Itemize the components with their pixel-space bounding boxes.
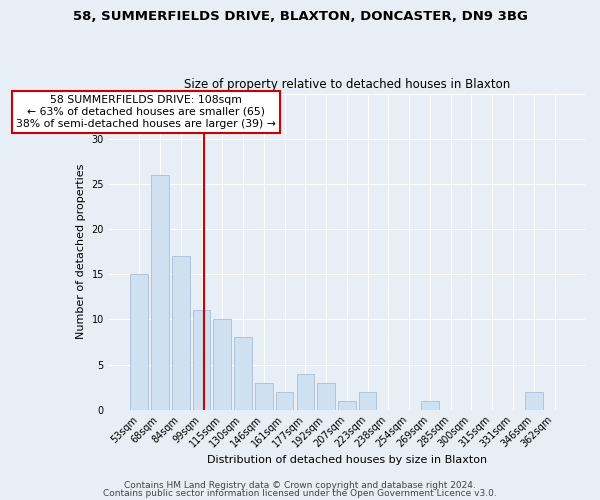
Bar	[338, 400, 356, 409]
Y-axis label: Number of detached properties: Number of detached properties	[76, 164, 86, 340]
Bar	[172, 256, 190, 410]
Title: Size of property relative to detached houses in Blaxton: Size of property relative to detached ho…	[184, 78, 510, 91]
Bar	[130, 274, 148, 409]
Bar	[193, 310, 211, 410]
Bar	[359, 392, 376, 409]
Bar	[421, 400, 439, 409]
Bar	[214, 320, 231, 410]
Bar	[255, 382, 272, 409]
Bar	[525, 392, 542, 409]
Text: Contains HM Land Registry data © Crown copyright and database right 2024.: Contains HM Land Registry data © Crown c…	[124, 481, 476, 490]
Bar	[276, 392, 293, 409]
Bar	[234, 338, 252, 409]
Text: 58 SUMMERFIELDS DRIVE: 108sqm
← 63% of detached houses are smaller (65)
38% of s: 58 SUMMERFIELDS DRIVE: 108sqm ← 63% of d…	[16, 96, 276, 128]
Bar	[296, 374, 314, 410]
Text: 58, SUMMERFIELDS DRIVE, BLAXTON, DONCASTER, DN9 3BG: 58, SUMMERFIELDS DRIVE, BLAXTON, DONCAST…	[73, 10, 527, 23]
Bar	[151, 175, 169, 410]
Text: Contains public sector information licensed under the Open Government Licence v3: Contains public sector information licen…	[103, 488, 497, 498]
Bar	[317, 382, 335, 409]
X-axis label: Distribution of detached houses by size in Blaxton: Distribution of detached houses by size …	[207, 455, 487, 465]
